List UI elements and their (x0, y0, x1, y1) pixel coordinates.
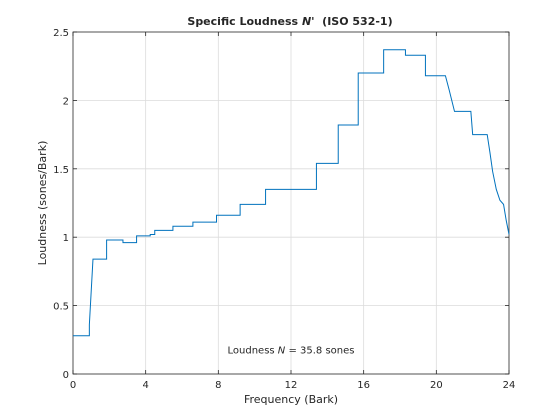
y-axis-label: Loudness (sones/Bark) (36, 141, 49, 266)
series-layer (73, 49, 510, 337)
x-tick-label: 12 (285, 380, 298, 391)
y-tick-label: 2.5 (53, 28, 69, 39)
specific-loudness-line (73, 49, 510, 337)
x-tick-label: 20 (430, 380, 443, 391)
y-tick-label: 1.5 (53, 165, 69, 176)
y-tick-label: 0.5 (53, 302, 69, 313)
x-tick-label: 8 (215, 380, 221, 391)
x-tick-label: 0 (70, 380, 76, 391)
x-tick-label: 4 (142, 380, 148, 391)
loudness-annotation: Loudness N = 35.8 sones (228, 345, 355, 356)
x-tick-label: 16 (357, 380, 370, 391)
y-tick-label: 0 (63, 370, 69, 381)
x-axis-label: Frequency (Bark) (244, 393, 338, 406)
axis-ticks: 0 4 8 12 16 20 24 0 0.5 1 1.5 2 2.5 (53, 28, 515, 391)
y-tick-label: 1 (63, 233, 69, 244)
y-tick-label: 2 (63, 96, 69, 107)
x-tick-label: 24 (503, 380, 516, 391)
chart-title: Specific Loudness N' (ISO 532-1) (187, 15, 392, 28)
grid-lines (73, 32, 509, 374)
